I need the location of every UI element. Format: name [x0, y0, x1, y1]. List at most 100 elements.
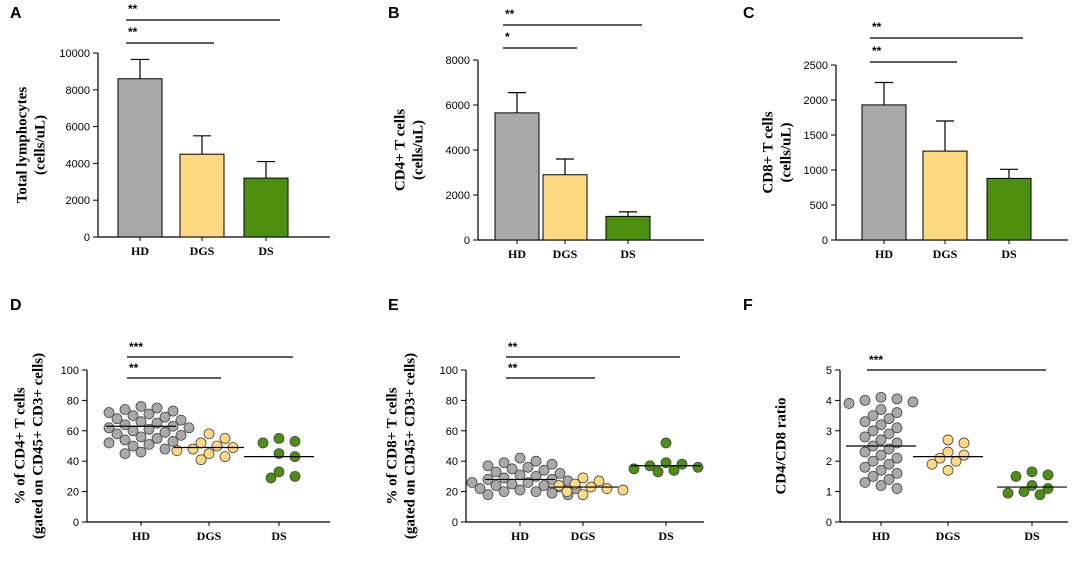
x-tick-label: DGS — [190, 244, 215, 258]
data-point — [867, 425, 879, 437]
data-point — [498, 472, 510, 484]
data-point — [875, 434, 887, 446]
panel-a: A 0 2000 4000 6000 8000 10000 Total lymphocytes… — [10, 2, 330, 258]
data-point — [538, 464, 550, 476]
data-point — [151, 402, 163, 414]
data-point — [135, 401, 147, 412]
y-tick-label: 100 — [440, 365, 458, 377]
data-point — [875, 391, 887, 403]
data-point — [151, 432, 163, 444]
data-point — [530, 486, 542, 498]
bar-hd — [117, 78, 163, 238]
panel-b: B 0 2000 4000 6000 8000 CD4+ T cells (cells/uL)… — [388, 5, 704, 261]
data-point — [950, 455, 962, 467]
x-tick-label: DGS — [553, 247, 578, 261]
data-point — [119, 419, 131, 431]
data-point — [883, 458, 895, 470]
data-point — [183, 422, 195, 434]
significance-label: *** — [129, 340, 143, 354]
data-point — [211, 440, 223, 452]
y-tick-label: 2000 — [66, 195, 90, 207]
y-axis-title: % of CD8+ T cells — [384, 387, 400, 504]
data-point — [135, 416, 147, 428]
y-tick-label: 5 — [826, 365, 832, 377]
data-point — [867, 455, 879, 467]
data-point — [867, 410, 879, 422]
bar-dgs — [179, 153, 225, 238]
panel-letter: C — [743, 5, 755, 22]
significance-label: ** — [128, 25, 138, 39]
data-point — [875, 449, 887, 461]
data-point — [219, 451, 231, 463]
data-point — [103, 407, 115, 418]
data-point — [891, 467, 903, 479]
data-point — [273, 466, 285, 478]
data-point — [498, 457, 510, 469]
y-axis-title: Total lymphocytes — [14, 87, 30, 204]
data-point — [135, 431, 147, 443]
data-point — [1026, 466, 1038, 478]
data-point — [482, 489, 494, 501]
y-tick-label: 100 — [61, 365, 79, 377]
data-point — [498, 486, 510, 498]
significance-label: * — [505, 30, 510, 44]
data-point — [859, 394, 871, 406]
data-point — [577, 472, 589, 484]
y-tick-label: 6000 — [66, 122, 90, 134]
data-point — [219, 432, 231, 444]
data-point — [135, 446, 147, 458]
x-tick-label: DS — [271, 529, 287, 543]
data-point — [289, 436, 301, 447]
x-tick-label: HD — [131, 244, 149, 258]
data-point — [1026, 480, 1038, 491]
data-point — [942, 464, 954, 476]
y-tick-label: 2 — [826, 456, 832, 468]
y-tick-label: 2000 — [446, 190, 470, 202]
y-axis-title: (gated on CD45+ CD3+ cells) — [402, 353, 418, 539]
data-point — [1034, 489, 1046, 501]
y-axis-title: CD8+ T cells — [760, 111, 776, 193]
data-point — [875, 480, 887, 491]
data-point — [553, 480, 565, 491]
y-tick-label: 8000 — [66, 85, 90, 97]
data-point — [159, 443, 171, 455]
data-point — [482, 460, 494, 472]
data-point — [668, 464, 680, 476]
data-point — [883, 474, 895, 485]
data-point — [289, 470, 301, 482]
panel-e: E 0 20 40 60 80 100 % of CD8+ T cells (gated on … — [384, 297, 704, 543]
data-point — [265, 472, 277, 484]
data-point — [167, 405, 179, 417]
data-point — [867, 470, 879, 482]
data-point — [119, 448, 131, 460]
y-tick-label: 40 — [67, 456, 79, 468]
y-tick-label: 0 — [84, 232, 90, 244]
x-tick-label: DGS — [936, 529, 961, 543]
data-point — [127, 410, 139, 422]
data-point — [167, 436, 179, 447]
bar-dgs — [542, 174, 588, 241]
data-point — [187, 443, 199, 455]
data-point — [891, 407, 903, 418]
data-point — [1042, 469, 1054, 481]
panel-c: C 0 500 1000 1500 2000 2500 CD8+ T cells (cells/… — [743, 5, 1068, 261]
data-point — [257, 437, 269, 449]
data-point — [676, 458, 688, 470]
data-point — [103, 422, 115, 434]
data-point — [546, 458, 558, 470]
data-point — [859, 431, 871, 443]
data-point — [490, 480, 502, 491]
panel-letter: E — [388, 297, 399, 314]
y-axis-title: CD4+ T cells — [392, 109, 408, 191]
y-tick-label: 1500 — [804, 130, 828, 142]
data-point — [843, 398, 855, 409]
data-point — [103, 437, 115, 449]
y-tick-label: 60 — [67, 426, 79, 438]
significance-label: ** — [872, 44, 882, 58]
y-axis-title: (cells/uL) — [778, 123, 794, 183]
x-tick-label: HD — [875, 247, 893, 261]
data-point — [958, 437, 970, 449]
significance-label: ** — [508, 340, 518, 354]
data-point — [127, 440, 139, 452]
